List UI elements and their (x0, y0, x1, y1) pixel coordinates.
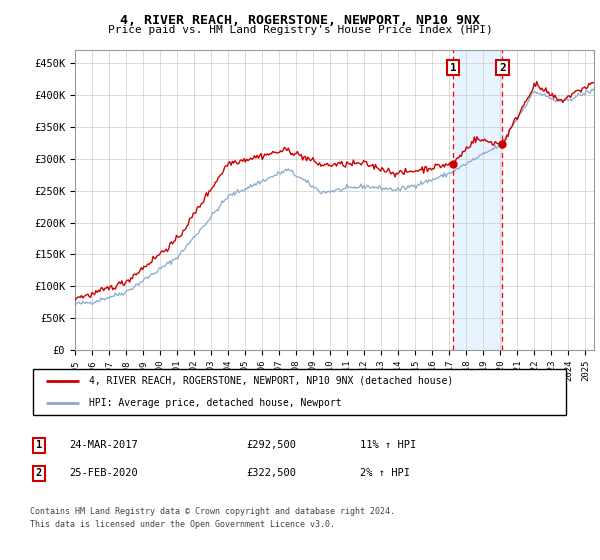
Text: 24-MAR-2017: 24-MAR-2017 (69, 440, 138, 450)
Text: 25-FEB-2020: 25-FEB-2020 (69, 468, 138, 478)
Text: 11% ↑ HPI: 11% ↑ HPI (360, 440, 416, 450)
Text: 2: 2 (36, 468, 42, 478)
Text: 1: 1 (450, 63, 457, 73)
Text: 2% ↑ HPI: 2% ↑ HPI (360, 468, 410, 478)
Text: £322,500: £322,500 (246, 468, 296, 478)
Text: £292,500: £292,500 (246, 440, 296, 450)
Text: 4, RIVER REACH, ROGERSTONE, NEWPORT, NP10 9NX: 4, RIVER REACH, ROGERSTONE, NEWPORT, NP1… (120, 14, 480, 27)
Text: 4, RIVER REACH, ROGERSTONE, NEWPORT, NP10 9NX (detached house): 4, RIVER REACH, ROGERSTONE, NEWPORT, NP1… (89, 376, 454, 386)
Text: Contains HM Land Registry data © Crown copyright and database right 2024.: Contains HM Land Registry data © Crown c… (30, 507, 395, 516)
Text: Price paid vs. HM Land Registry's House Price Index (HPI): Price paid vs. HM Land Registry's House … (107, 25, 493, 35)
Text: This data is licensed under the Open Government Licence v3.0.: This data is licensed under the Open Gov… (30, 520, 335, 529)
Text: 1: 1 (36, 440, 42, 450)
Text: 2: 2 (499, 63, 506, 73)
Text: HPI: Average price, detached house, Newport: HPI: Average price, detached house, Newp… (89, 398, 342, 408)
FancyBboxPatch shape (33, 370, 566, 414)
Bar (453, 50, 502, 350)
